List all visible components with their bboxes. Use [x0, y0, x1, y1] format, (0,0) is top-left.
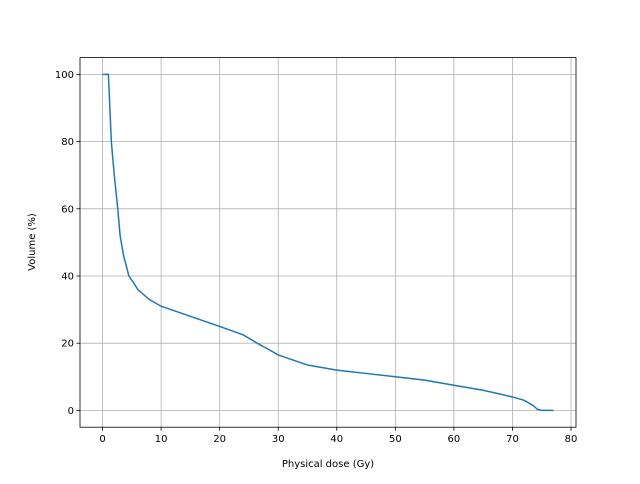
x-tick-label: 60 [448, 434, 461, 445]
x-tick-label: 10 [155, 434, 168, 445]
x-tick-label: 30 [272, 434, 285, 445]
x-tick-label: 20 [213, 434, 226, 445]
plot-frame [79, 57, 577, 428]
x-tick-label: 70 [506, 434, 519, 445]
y-tick-label: 20 [61, 339, 74, 350]
y-tick-label: 0 [68, 406, 74, 417]
x-axis-label: Physical dose (Gy) [282, 459, 374, 470]
y-tick-label: 40 [61, 272, 74, 283]
y-tick-label: 80 [61, 137, 74, 148]
x-tick-label: 40 [330, 434, 343, 445]
line [102, 73, 554, 412]
y-tick-label: 60 [61, 204, 74, 215]
y-tick-label: 100 [55, 70, 74, 81]
y-axis-label: Volume (%) [27, 213, 38, 271]
x-tick-label: 0 [99, 434, 105, 445]
x-tick-label: 80 [565, 434, 578, 445]
x-tick-label: 50 [389, 434, 402, 445]
